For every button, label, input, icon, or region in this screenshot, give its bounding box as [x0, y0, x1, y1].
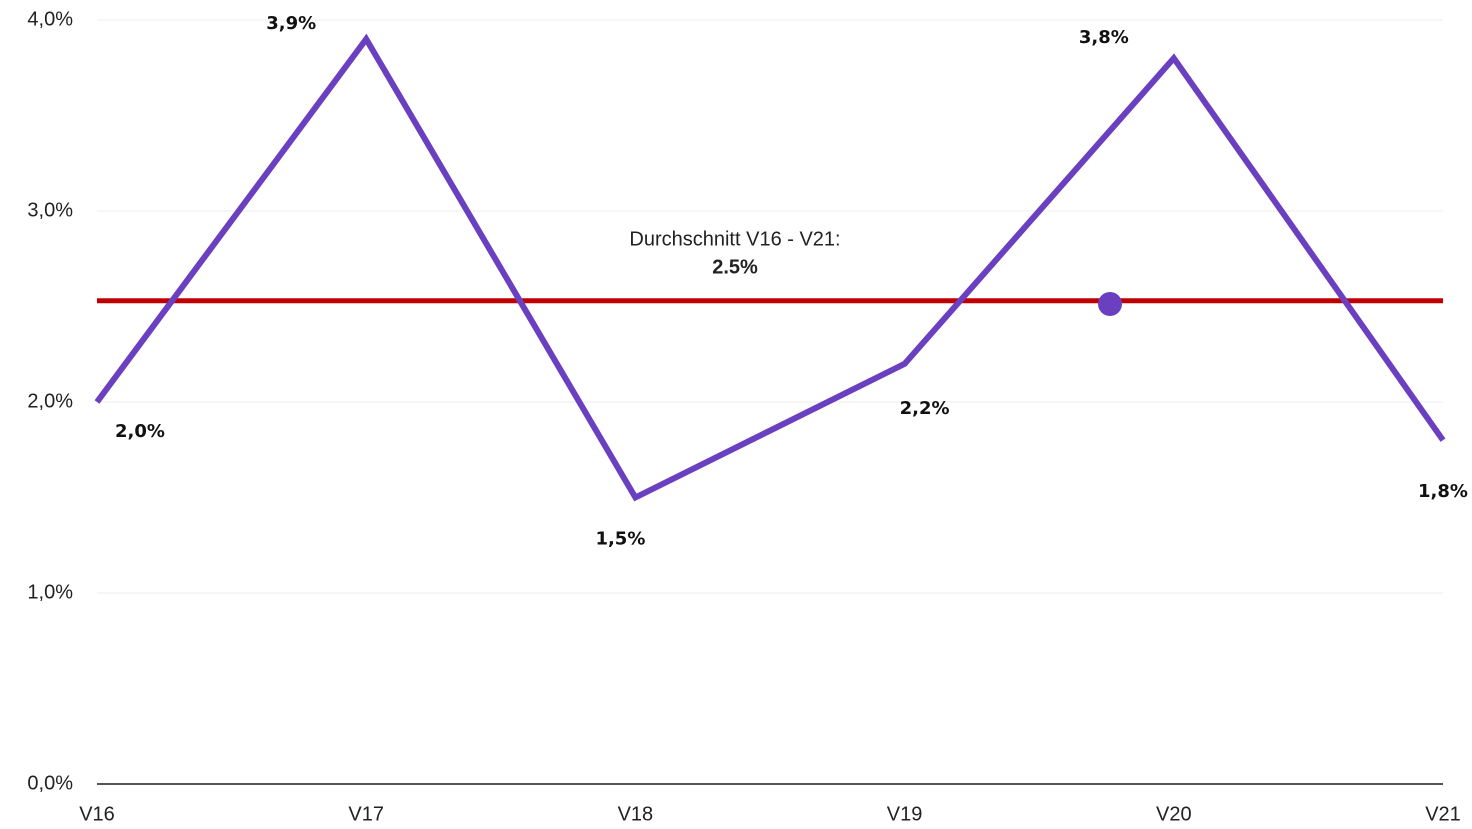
data-label: 1,8% [1418, 481, 1468, 502]
data-label: 2,0% [115, 421, 165, 442]
y-tick-label: 2,0% [27, 390, 73, 412]
x-tick-label: V17 [348, 803, 384, 825]
data-label: 2,2% [900, 398, 950, 419]
y-tick-label: 0,0% [27, 772, 73, 794]
x-tick-label: V18 [618, 803, 654, 825]
x-tick-label: V20 [1156, 803, 1192, 825]
x-tick-label: V19 [887, 803, 923, 825]
x-tick-label: V21 [1425, 803, 1461, 825]
data-label: 3,8% [1079, 27, 1129, 48]
y-tick-label: 4,0% [27, 8, 73, 30]
average-value: 2.5% [712, 256, 758, 278]
y-tick-label: 1,0% [27, 581, 73, 603]
plot: 0,0% 1,0% 2,0% 3,0% 4,0% V16 V17 V18 V19 V20 V21 Du… [27, 8, 1468, 825]
data-label: 1,5% [595, 529, 645, 550]
hover-dot [1098, 292, 1122, 316]
y-tick-label: 3,0% [27, 199, 73, 221]
line-series [94, 33, 1446, 502]
x-tick-label: V16 [79, 803, 115, 825]
average-label: Durchschnitt V16 - V21: [629, 228, 840, 250]
data-label: 3,9% [266, 13, 316, 34]
